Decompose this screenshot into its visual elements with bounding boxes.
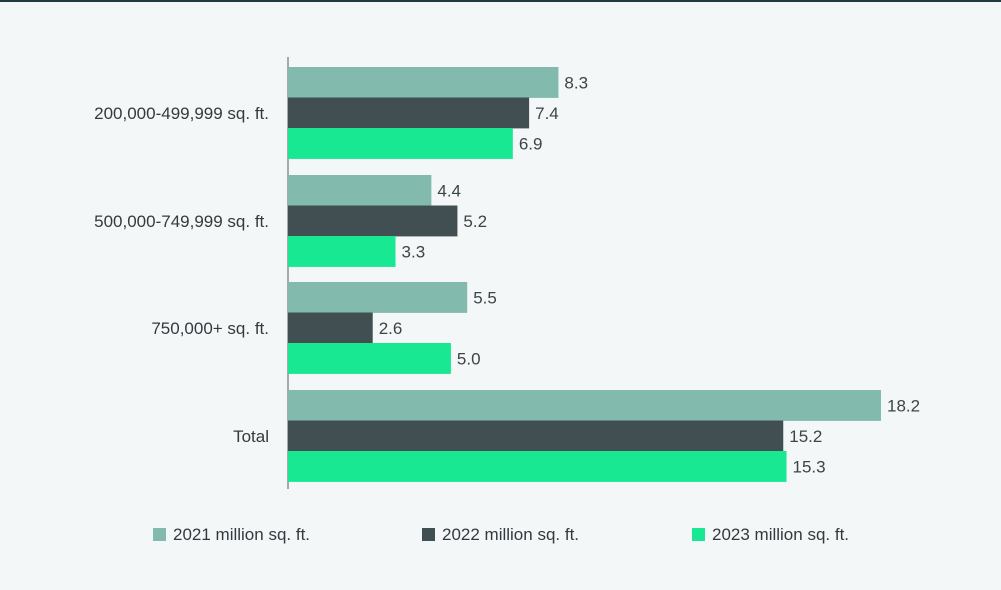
value-label-2023-million-sq-ft-200-000-499-999-sq-ft: 6.9 <box>519 134 543 153</box>
legend-swatch-2023-million-sq-ft <box>692 528 705 541</box>
value-label-2023-million-sq-ft-500-000-749-999-sq-ft: 3.3 <box>402 242 426 261</box>
legend-label-2023-million-sq-ft: 2023 million sq. ft. <box>712 525 849 544</box>
value-label-2021-million-sq-ft-500-000-749-999-sq-ft: 4.4 <box>437 181 461 200</box>
bar-2023-million-sq-ft-200-000-499-999-sq-ft <box>288 128 513 159</box>
bar-2021-million-sq-ft-500-000-749-999-sq-ft <box>288 175 432 206</box>
value-label-2022-million-sq-ft-750-000-sq-ft: 2.6 <box>379 319 403 338</box>
bar-2023-million-sq-ft-total <box>288 451 787 482</box>
value-label-2021-million-sq-ft-750-000-sq-ft: 5.5 <box>473 288 497 307</box>
value-label-2021-million-sq-ft-total: 18.2 <box>887 396 920 415</box>
bar-2021-million-sq-ft-200-000-499-999-sq-ft <box>288 67 559 98</box>
legend-label-2022-million-sq-ft: 2022 million sq. ft. <box>442 525 579 544</box>
bar-2022-million-sq-ft-500-000-749-999-sq-ft <box>288 205 458 237</box>
bar-2023-million-sq-ft-500-000-749-999-sq-ft <box>288 236 396 267</box>
bar-2023-million-sq-ft-750-000-sq-ft <box>288 343 451 374</box>
bar-2021-million-sq-ft-total <box>288 390 881 421</box>
bar-2022-million-sq-ft-750-000-sq-ft <box>288 312 373 344</box>
value-label-2022-million-sq-ft-200-000-499-999-sq-ft: 7.4 <box>535 104 559 123</box>
legend-swatch-2021-million-sq-ft <box>153 528 166 541</box>
value-label-2023-million-sq-ft-total: 15.3 <box>793 457 826 476</box>
bar-2021-million-sq-ft-750-000-sq-ft <box>288 282 468 313</box>
bar-2022-million-sq-ft-200-000-499-999-sq-ft <box>288 97 530 129</box>
category-label-total: Total <box>233 427 269 446</box>
category-label-500-000-749-999-sq-ft: 500,000-749,999 sq. ft. <box>94 212 269 231</box>
category-label-750-000-sq-ft: 750,000+ sq. ft. <box>151 319 269 338</box>
value-label-2021-million-sq-ft-200-000-499-999-sq-ft: 8.3 <box>564 73 588 92</box>
legend-swatch-2022-million-sq-ft <box>422 528 435 541</box>
top-border <box>0 0 1001 2</box>
bar-2022-million-sq-ft-total <box>288 420 784 452</box>
legend-label-2021-million-sq-ft: 2021 million sq. ft. <box>173 525 310 544</box>
value-label-2022-million-sq-ft-total: 15.2 <box>789 427 822 446</box>
value-label-2023-million-sq-ft-750-000-sq-ft: 5.0 <box>457 349 481 368</box>
value-label-2022-million-sq-ft-500-000-749-999-sq-ft: 5.2 <box>463 212 487 231</box>
category-label-200-000-499-999-sq-ft: 200,000-499,999 sq. ft. <box>94 104 269 123</box>
